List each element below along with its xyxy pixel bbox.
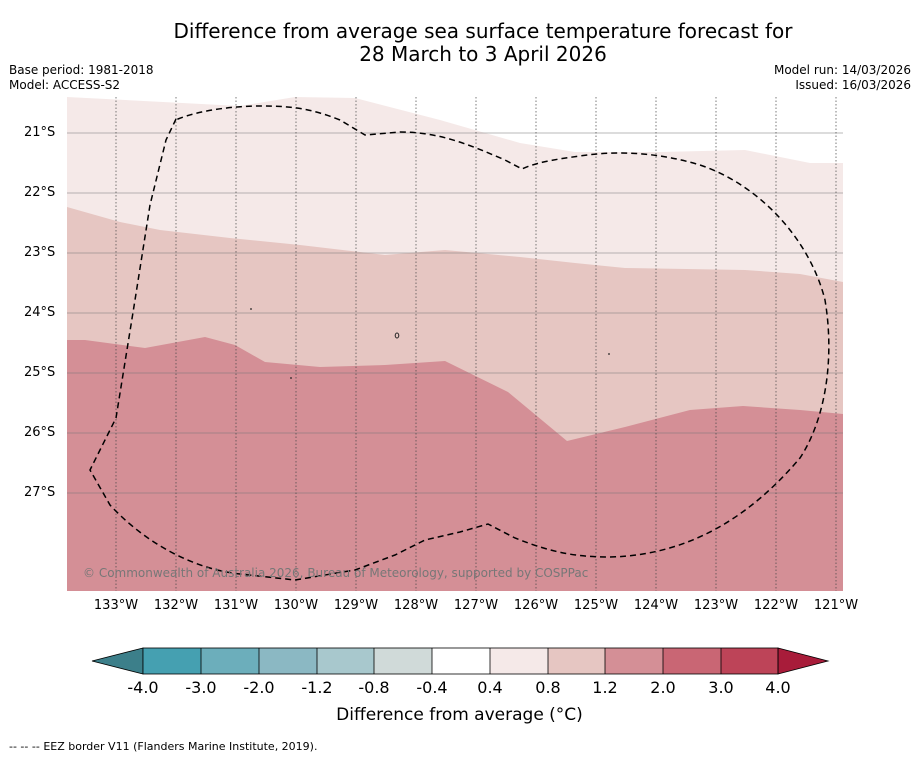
eez-border xyxy=(89,105,830,581)
lat-label: 25°S xyxy=(24,365,56,380)
colorbar-tick: 2.0 xyxy=(650,678,676,697)
colorbar-segment xyxy=(721,648,778,674)
colorbar-tick: 4.0 xyxy=(765,678,791,697)
lon-label: 128°W xyxy=(393,598,439,613)
lon-label: 124°W xyxy=(633,598,679,613)
colorbar-tick: -1.2 xyxy=(301,678,333,697)
colorbar-segment xyxy=(548,648,605,674)
lat-label: 22°S xyxy=(24,185,56,200)
lat-label: 23°S xyxy=(24,245,56,260)
colorbar-extend-high xyxy=(777,647,830,675)
issued-text: Issued: 16/03/2026 xyxy=(795,78,911,92)
lon-label: 133°W xyxy=(93,598,139,613)
colorbar-segment xyxy=(605,648,663,674)
colorbar-segment xyxy=(259,648,317,674)
map-title-line-2: 28 March to 3 April 2026 xyxy=(359,42,607,66)
lat-label: 24°S xyxy=(24,305,56,320)
colorbar-segment xyxy=(663,648,721,674)
colorbar-tick: 1.2 xyxy=(592,678,618,697)
colorbar-tick: -0.8 xyxy=(358,678,390,697)
model-run-text: Model run: 14/03/2026 xyxy=(773,63,911,77)
lon-label: 125°W xyxy=(573,598,619,613)
lon-label: 132°W xyxy=(153,598,199,613)
eez-legend-text: EEZ border V11 (Flanders Marine Institut… xyxy=(43,740,318,753)
eez-legend-symbol: -- -- -- xyxy=(9,740,40,753)
lon-label: 131°W xyxy=(213,598,259,613)
island-marker xyxy=(608,353,610,355)
colorbar-tick: -4.0 xyxy=(127,678,159,697)
lat-label: 27°S xyxy=(24,485,56,500)
colorbar-tick: -3.0 xyxy=(185,678,217,697)
island-marker xyxy=(394,332,400,339)
colorbar-tick: 0.8 xyxy=(535,678,561,697)
latitude-grid xyxy=(67,132,843,494)
island-marker xyxy=(250,308,252,310)
lon-label: 123°W xyxy=(693,598,739,613)
lon-label: 129°W xyxy=(333,598,379,613)
lat-label: 21°S xyxy=(24,125,56,140)
map-title-line-1: Difference from average sea surface temp… xyxy=(173,19,793,43)
colorbar-tick: -0.4 xyxy=(416,678,448,697)
colorbar-extend-low xyxy=(91,647,144,675)
island-marker xyxy=(290,377,292,379)
lon-label: 130°W xyxy=(273,598,319,613)
colorbar-segment xyxy=(374,648,432,674)
base-period-text: Base period: 1981-2018 xyxy=(9,63,154,77)
lon-label: 121°W xyxy=(813,598,859,613)
colorbar-segment xyxy=(143,648,201,674)
sst-map: © Commonwealth of Australia 2026, Bureau… xyxy=(67,97,843,591)
colorbar-tick: 3.0 xyxy=(708,678,734,697)
copyright-text: © Commonwealth of Australia 2026, Bureau… xyxy=(83,566,588,580)
lon-label: 127°W xyxy=(453,598,499,613)
colorbar-label: Difference from average (°C) xyxy=(336,705,583,725)
lat-label: 26°S xyxy=(24,425,56,440)
model-text: Model: ACCESS-S2 xyxy=(9,78,121,92)
anomaly-band-1-2-to-2-0 xyxy=(67,337,843,591)
colorbar-tick: -2.0 xyxy=(243,678,275,697)
colorbar-tick: 0.4 xyxy=(477,678,503,697)
colorbar xyxy=(91,647,830,675)
colorbar-segment xyxy=(490,648,548,674)
colorbar-segment xyxy=(201,648,259,674)
colorbar-segment xyxy=(317,648,374,674)
colorbar-segment xyxy=(432,648,490,674)
eez-legend: -- -- -- EEZ border V11 (Flanders Marine… xyxy=(9,740,317,753)
lon-label: 126°W xyxy=(513,598,559,613)
lon-label: 122°W xyxy=(753,598,799,613)
